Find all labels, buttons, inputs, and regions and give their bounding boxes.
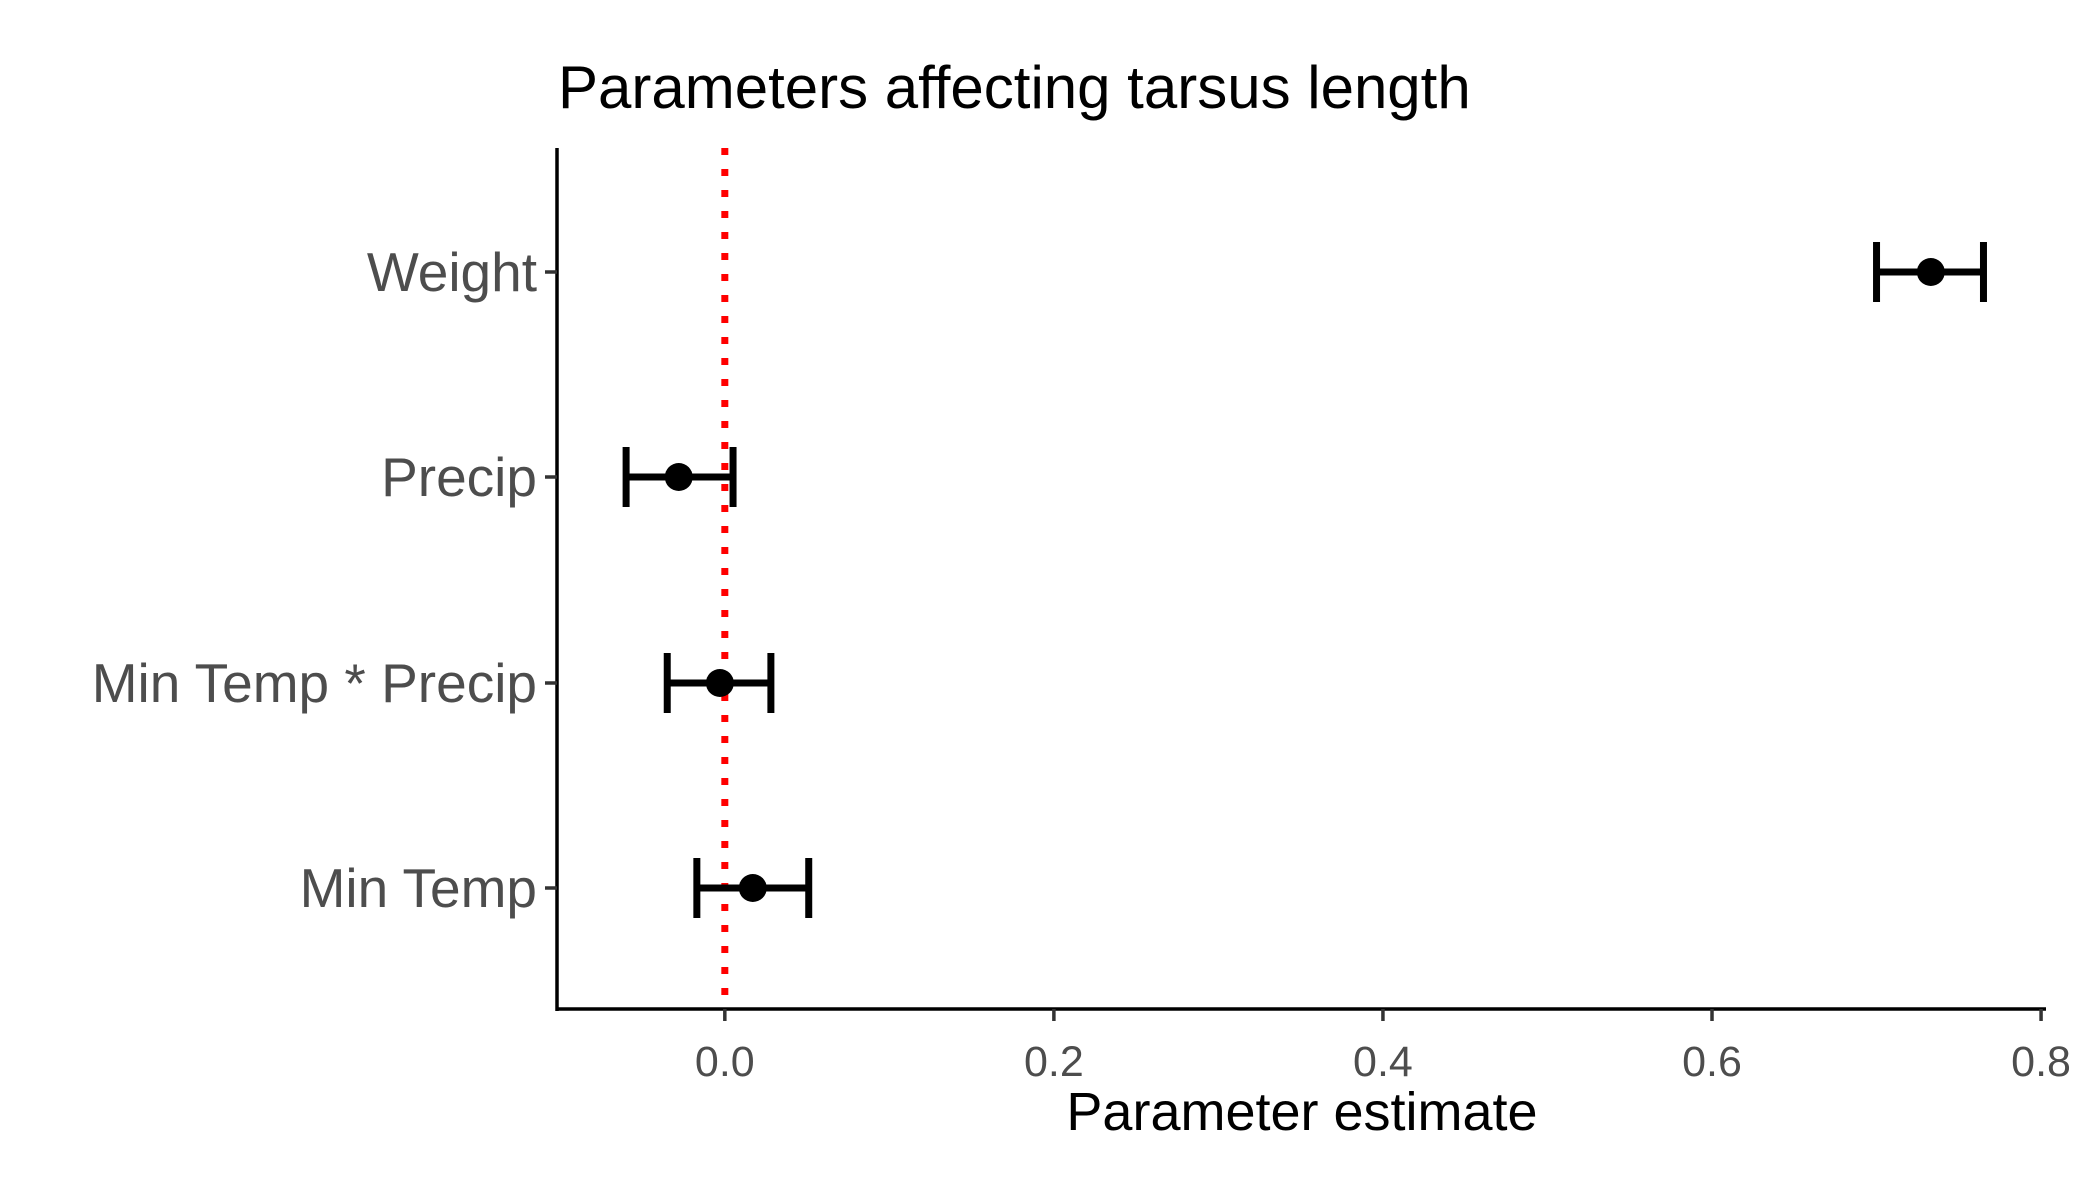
x-tick-label: 0.2 — [1024, 1038, 1084, 1086]
y-tick-label: Min Temp * Precip — [92, 652, 537, 714]
chart-title: Parameters affecting tarsus length — [558, 54, 1471, 121]
plot-area: 0.0 0.2 0.4 0.6 0.8 Weight Precip Min Temp * P… — [92, 148, 2071, 1086]
y-tick-label: Min Temp — [300, 857, 537, 919]
x-tick-label: 0.6 — [1682, 1038, 1742, 1086]
x-tick-label: 0.4 — [1353, 1038, 1413, 1086]
estimate-row — [693, 858, 813, 918]
estimate-point — [1916, 258, 1945, 286]
estimate-point — [705, 669, 734, 697]
marks-layer — [622, 242, 1987, 918]
x-tick-label: 0.0 — [695, 1038, 755, 1086]
y-tick-label: Weight — [367, 241, 537, 303]
x-axis-title: Parameter estimate — [1066, 1082, 1537, 1142]
x-axis-ticks: 0.0 0.2 0.4 0.6 0.8 — [695, 1009, 2071, 1086]
estimate-point — [664, 463, 693, 491]
y-axis-ticks: Weight Precip Min Temp * Precip Min Temp — [92, 241, 557, 919]
y-tick-label: Precip — [381, 446, 537, 508]
x-tick-label: 0.8 — [2011, 1038, 2071, 1086]
estimate-row — [622, 447, 737, 507]
estimate-row — [1873, 242, 1987, 302]
estimate-point — [738, 874, 767, 902]
estimate-row — [663, 653, 775, 713]
